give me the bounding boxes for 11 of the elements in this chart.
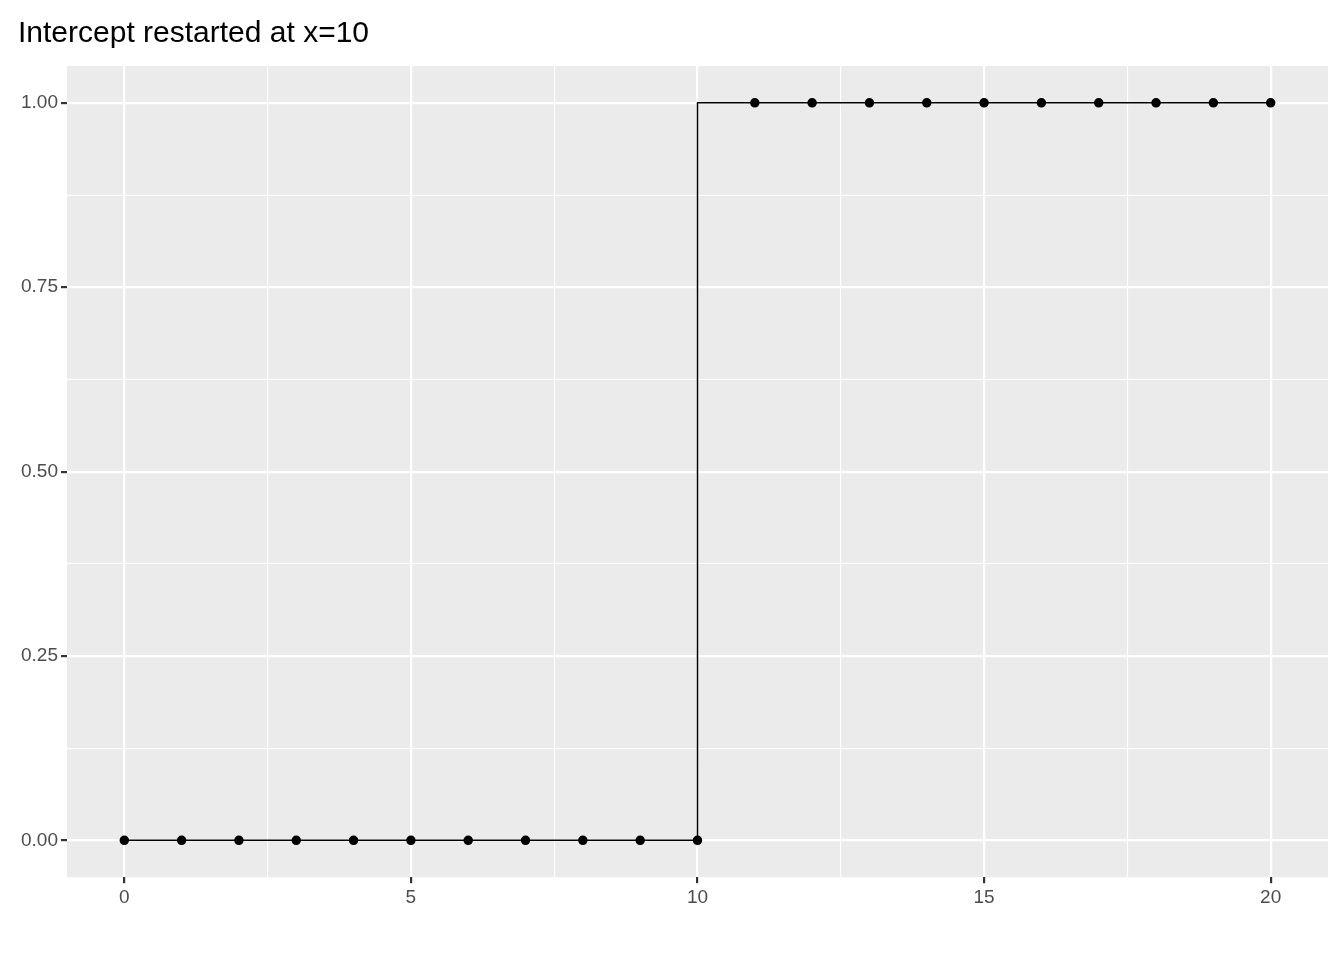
x-tick-label: 20	[1260, 885, 1282, 907]
y-tick-label: 0.25	[21, 644, 58, 666]
y-tick-label: 0.75	[21, 275, 58, 297]
chart-title: Intercept restarted at x=10	[18, 15, 370, 49]
y-tick-label: 0.50	[21, 459, 58, 481]
y-tick-label: 1.00	[21, 91, 58, 113]
x-tick-label: 0	[119, 885, 130, 907]
x-tick-label: 15	[973, 885, 995, 907]
x-tick-label: 10	[686, 885, 709, 907]
y-tick-label: 0.00	[21, 828, 58, 850]
x-tick-label: 5	[405, 885, 417, 907]
